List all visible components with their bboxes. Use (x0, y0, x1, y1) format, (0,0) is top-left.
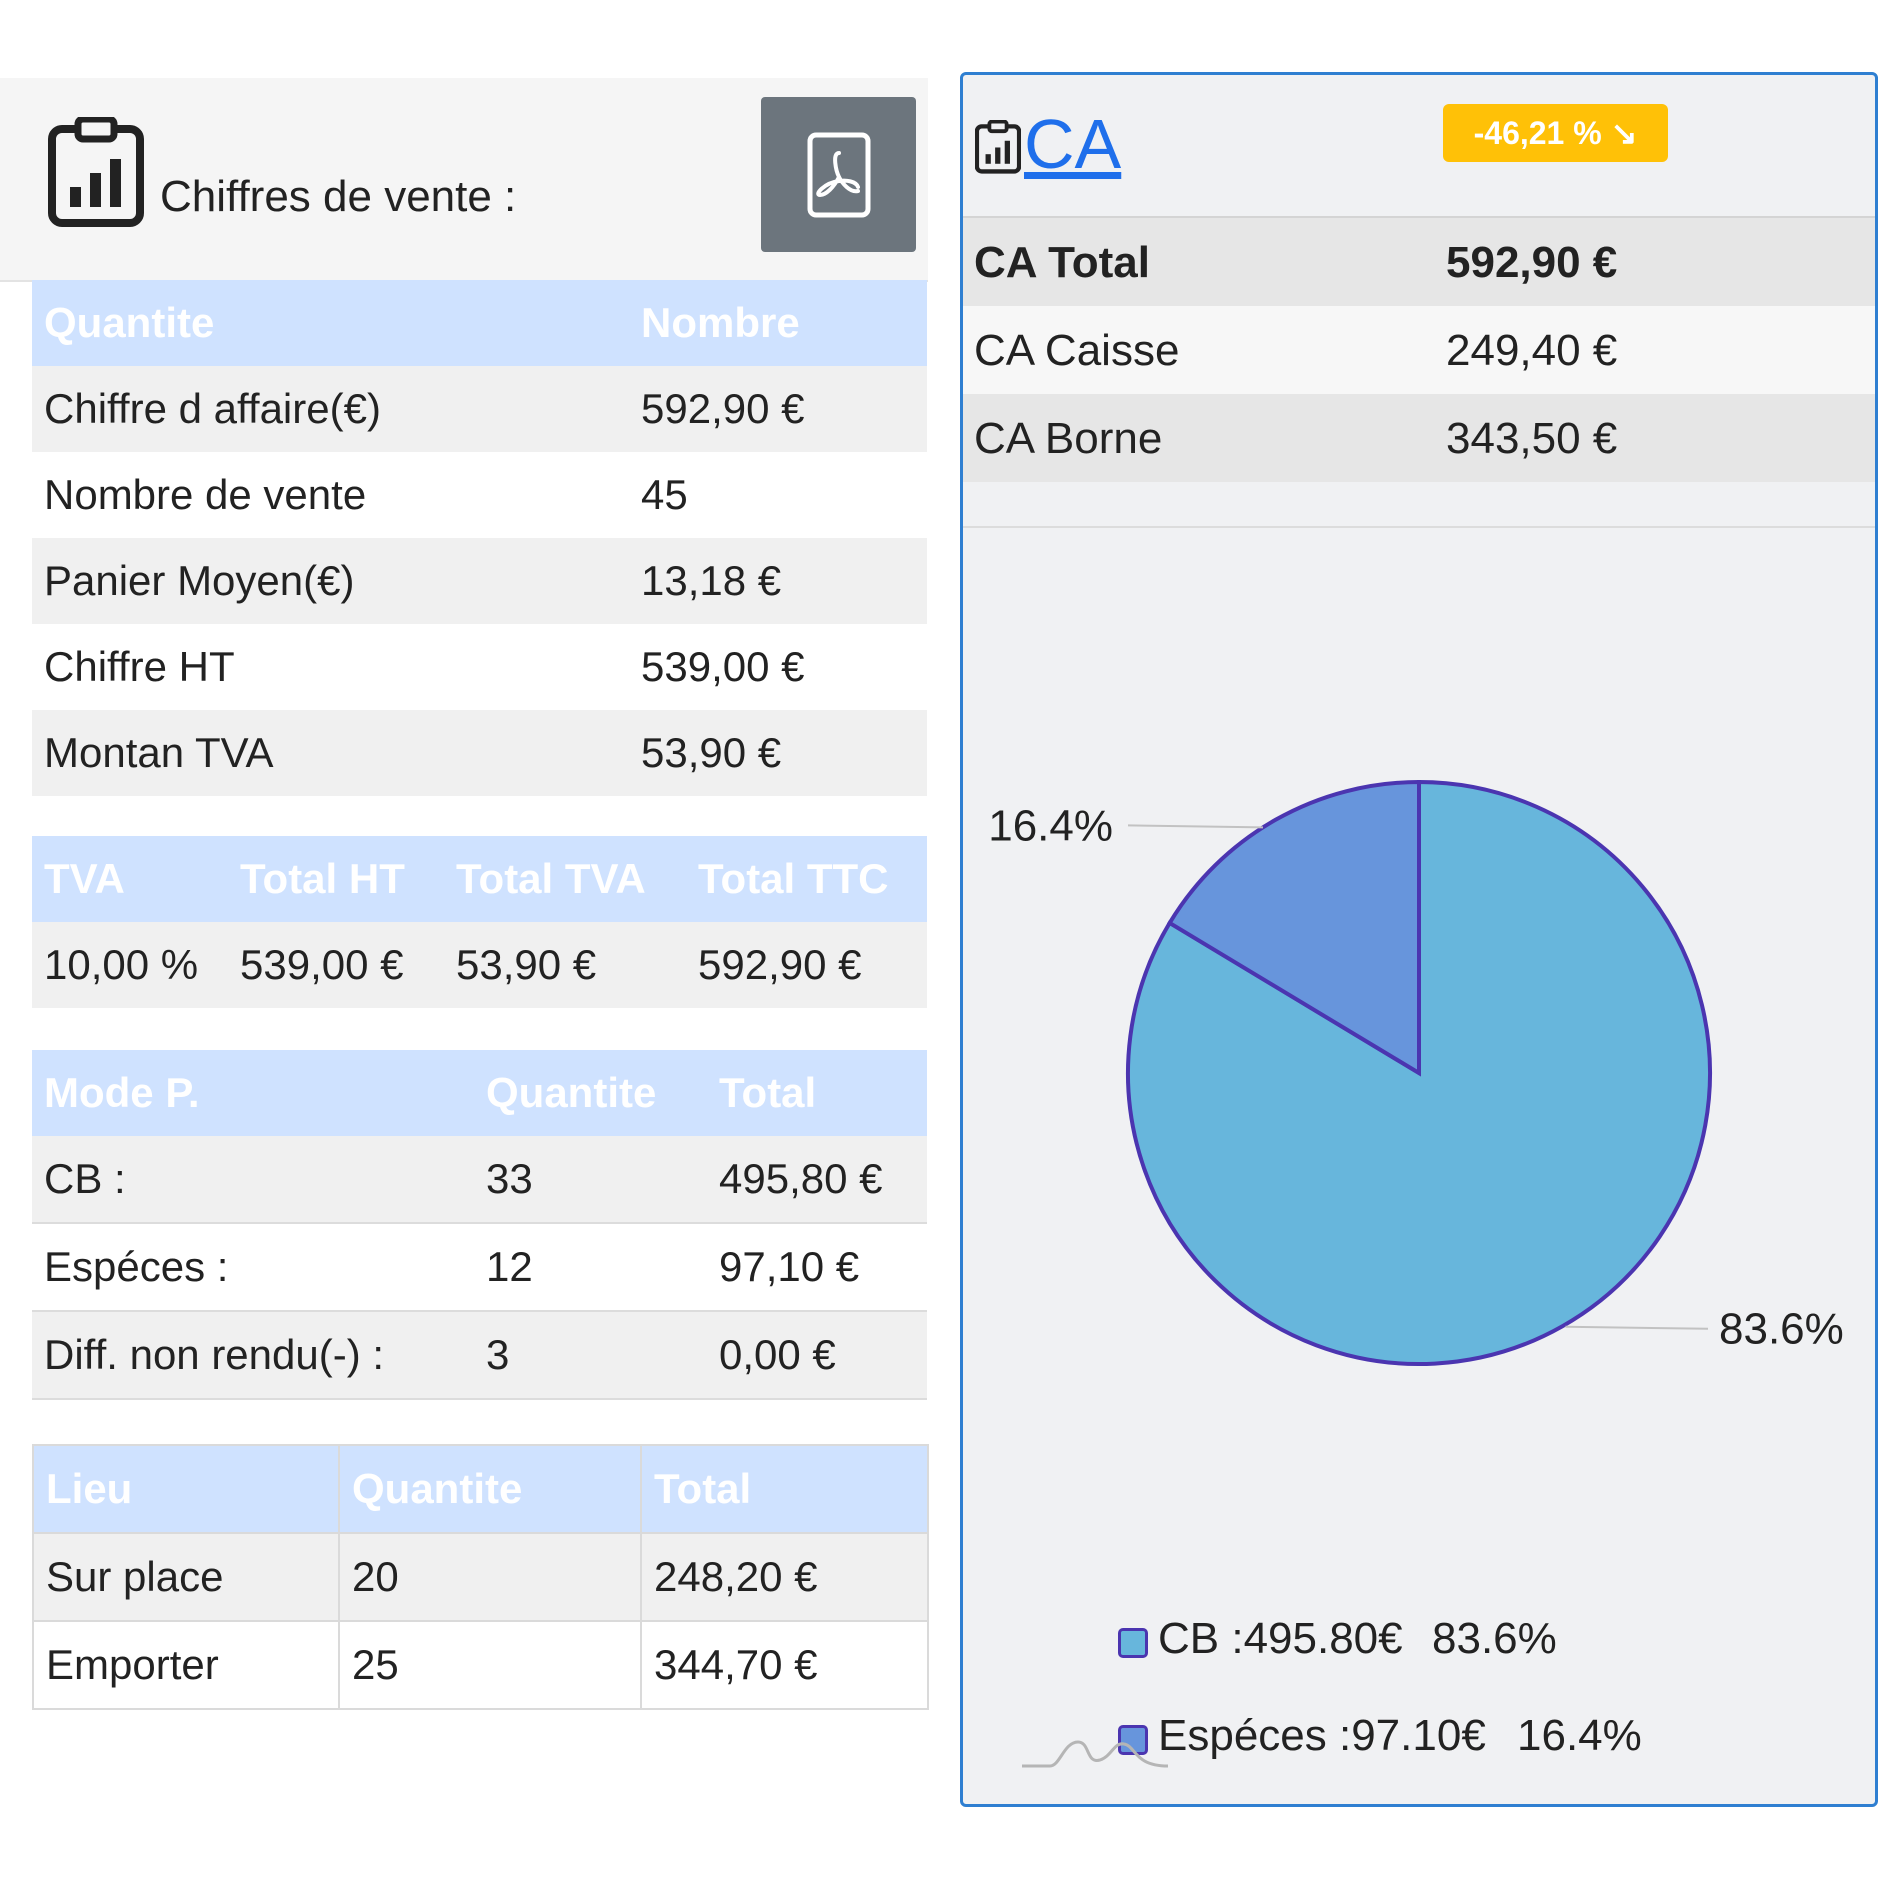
pie-label-cb: 83.6% (1719, 1305, 1844, 1354)
table-cell: 592,90 € (686, 922, 927, 1008)
table-cell: 53,90 € (629, 710, 927, 796)
column-header: Total HT (228, 836, 444, 922)
ca-borne-row (963, 394, 1875, 482)
table-cell: 13,18 € (629, 538, 927, 624)
table-cell: Diff. non rendu(-) : (32, 1311, 474, 1400)
ca-total-value: 592,90 € (1446, 238, 1618, 287)
divider (963, 216, 1875, 218)
table-cell: Montan TVA (32, 710, 629, 796)
clipboard-chart-icon (975, 120, 1021, 174)
pie-leader-line (1565, 1325, 1709, 1330)
column-header: Nombre (629, 280, 927, 366)
tva-table: TVA Total HT Total TVA Total TTC 10,00 %… (32, 836, 927, 1008)
table-cell: 495,80 € (707, 1136, 927, 1224)
table-cell: 53,90 € (444, 922, 686, 1008)
table-row: 10,00 % 539,00 € 53,90 € 592,90 € (32, 922, 927, 1008)
table-cell: 344,70 € (640, 1620, 929, 1710)
legend-label-especes: Espéces :97.10€ (1158, 1711, 1486, 1760)
table-cell: 97,10 € (707, 1223, 927, 1312)
column-header: TVA (32, 836, 228, 922)
column-header: Total (640, 1444, 929, 1534)
table-cell: Panier Moyen(€) (32, 538, 629, 624)
pdf-file-icon (807, 132, 870, 217)
pie-slice-espéces (1166, 779, 1421, 1077)
table-cell: Espéces : (32, 1223, 474, 1312)
table-row: Chiffre d affaire(€) 592,90 € (32, 366, 927, 452)
legend-percent-especes: 16.4% (1517, 1711, 1642, 1760)
place-table: Lieu Quantite Total Sur place 20 248,20 … (32, 1444, 929, 1710)
trend-badge: -46,21 % ↘ (1443, 104, 1668, 162)
column-header: Quantite (338, 1444, 642, 1534)
column-header: Quantite (32, 280, 629, 366)
column-header: Total (707, 1050, 927, 1136)
ca-caisse-label: CA Caisse (974, 326, 1180, 375)
table-cell: 0,00 € (707, 1311, 927, 1400)
table-cell: CB : (32, 1136, 474, 1224)
table-cell: 539,00 € (629, 624, 927, 710)
ca-borne-value: 343,50 € (1446, 414, 1618, 463)
pdf-export-button[interactable] (761, 97, 916, 252)
table-cell: 20 (338, 1532, 642, 1622)
table-row: Montan TVA 53,90 € (32, 710, 927, 796)
table-row: Emporter 25 344,70 € (32, 1620, 929, 1710)
table-row: Chiffre HT 539,00 € (32, 624, 927, 710)
legend-swatch-cb (1118, 1628, 1148, 1658)
legend-percent-cb: 83.6% (1432, 1614, 1557, 1663)
table-header-row: Mode P. Quantite Total (32, 1050, 927, 1136)
table-cell: 3 (474, 1311, 707, 1400)
sales-title: Chiffres de vente : (160, 172, 517, 221)
table-cell: 33 (474, 1136, 707, 1224)
ca-borne-label: CA Borne (974, 414, 1163, 463)
ca-total-label: CA Total (974, 238, 1150, 287)
table-cell: Nombre de vente (32, 452, 629, 538)
pie-slice-cb (1126, 779, 1712, 1366)
table-row: Nombre de vente 45 (32, 452, 927, 538)
table-cell: Chiffre d affaire(€) (32, 366, 629, 452)
table-cell: Sur place (32, 1532, 340, 1622)
column-header: Total TTC (686, 836, 927, 922)
summary-table: Quantite Nombre Chiffre d affaire(€) 592… (32, 280, 927, 796)
ca-title-link[interactable]: CA (1024, 105, 1122, 183)
table-row: Panier Moyen(€) 13,18 € (32, 538, 927, 624)
divider (963, 526, 1875, 528)
table-row: Diff. non rendu(-) : 3 0,00 € (32, 1311, 927, 1400)
table-row: Sur place 20 248,20 € (32, 1532, 929, 1622)
table-cell: 248,20 € (640, 1532, 929, 1622)
legend-label-cb: CB :495.80€ (1158, 1614, 1403, 1663)
ca-total-row (963, 218, 1875, 306)
table-header-row: Lieu Quantite Total (32, 1444, 929, 1534)
column-header: Lieu (32, 1444, 340, 1534)
ca-caisse-value: 249,40 € (1446, 326, 1618, 375)
table-row: Espéces : 12 97,10 € (32, 1223, 927, 1312)
column-header: Total TVA (444, 836, 686, 922)
ca-caisse-row (963, 306, 1875, 394)
table-cell: Emporter (32, 1620, 340, 1710)
table-cell: Chiffre HT (32, 624, 629, 710)
table-cell: 45 (629, 452, 927, 538)
table-cell: 25 (338, 1620, 642, 1710)
table-cell: 12 (474, 1223, 707, 1312)
payment-pie-chart: 83.6% 16.4% (988, 779, 1844, 1366)
table-cell: 539,00 € (228, 922, 444, 1008)
table-cell: 592,90 € (629, 366, 927, 452)
sparkline-icon (1022, 1740, 1169, 1768)
payment-mode-table: Mode P. Quantite Total CB : 33 495,80 € … (32, 1050, 927, 1400)
pie-leader-line (1127, 824, 1263, 829)
clipboard-chart-icon (48, 117, 144, 227)
table-row: CB : 33 495,80 € (32, 1136, 927, 1224)
table-header-row: TVA Total HT Total TVA Total TTC (32, 836, 927, 922)
column-header: Mode P. (32, 1050, 474, 1136)
column-header: Quantite (474, 1050, 707, 1136)
pie-label-especes: 16.4% (988, 801, 1113, 850)
table-header-row: Quantite Nombre (32, 280, 927, 366)
table-cell: 10,00 % (32, 922, 228, 1008)
